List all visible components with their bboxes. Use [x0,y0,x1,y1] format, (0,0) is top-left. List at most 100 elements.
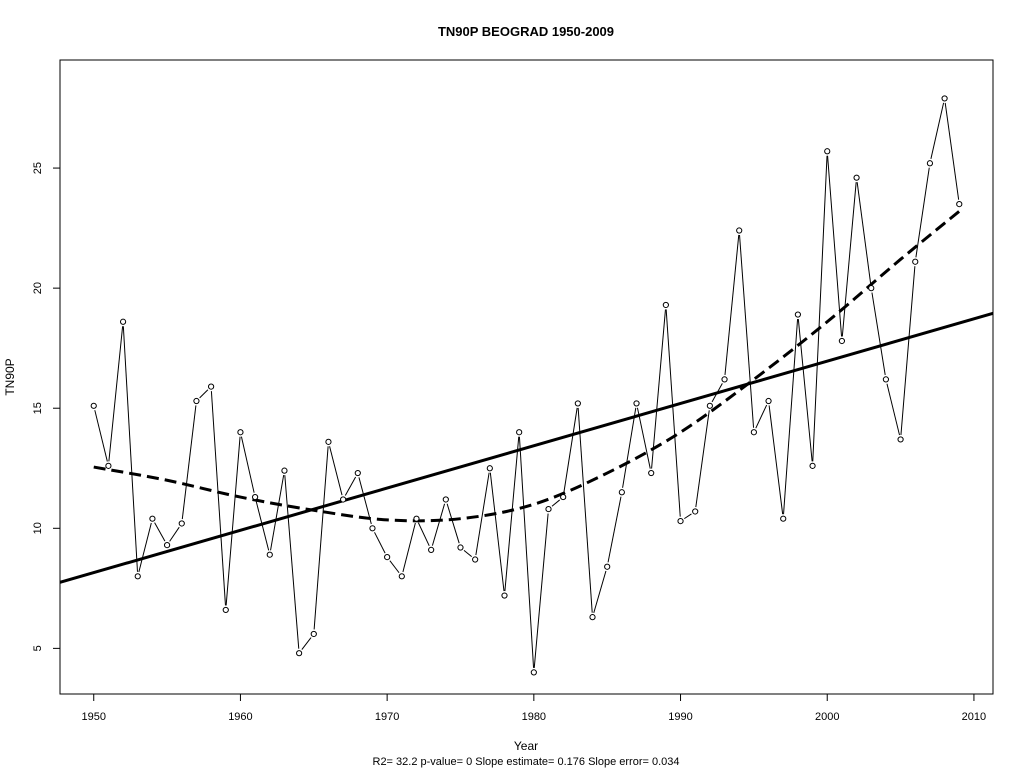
observed-segment [930,102,945,159]
chart-title: TN90P BEOGRAD 1950-2009 [438,24,614,39]
x-tick-label: 2000 [815,711,839,723]
observed-point [354,469,361,477]
observed-point [604,563,611,570]
observed-point [868,285,875,292]
observed-segment [755,404,768,429]
observed-segment [900,266,916,435]
observed-point [941,95,948,102]
series-layer [60,95,993,676]
observed-point [648,469,655,477]
observed-segment [199,389,209,399]
observed-segment [695,410,710,508]
y-tick-label: 10 [32,522,44,534]
observed-segment [301,637,312,650]
observed-segment [622,407,637,488]
observed-point [721,376,728,383]
x-tick-label: 1980 [522,711,546,723]
observed-segment [504,436,520,592]
observed-segment [313,446,329,630]
observed-point [340,496,347,503]
observed-point [163,542,171,549]
y-tick-label: 5 [32,645,44,651]
observed-point [384,554,391,561]
observed-point [897,436,904,443]
observed-point [926,160,934,167]
observed-point [398,573,405,580]
observed-point [736,227,743,234]
observed-point [956,200,963,208]
observed-segment [518,436,535,668]
observed-point [589,614,596,621]
observed-point [780,515,787,522]
observed-segment [108,326,124,462]
observed-segment [724,234,740,375]
observed-point [369,525,376,532]
observed-point [882,376,890,383]
observed-point [765,397,772,405]
observed-point [222,606,229,614]
y-tick-label: 20 [32,282,44,294]
observed-segment [827,155,843,337]
plot-frame [59,59,994,695]
observed-segment [270,475,285,551]
observed-point [193,397,200,405]
observed-point [442,496,449,503]
observed-point [574,400,581,407]
observed-segment [417,522,430,547]
observed-point [838,337,846,345]
x-axis-label: Year [514,739,538,753]
observed-point [105,462,112,469]
observed-point [662,301,669,309]
observed-point [428,546,435,554]
observed-point [325,438,332,445]
observed-point [119,318,127,325]
observed-segment [463,549,472,558]
observed-point [633,400,640,407]
observed-segment [255,501,270,551]
observed-point [178,520,185,527]
observed-segment [651,309,666,469]
x-tick-label: 2010 [962,711,986,723]
observed-segment [358,477,372,525]
observed-segment [915,167,930,258]
y-tick-label: 25 [32,162,44,174]
y-axis-label: TN90P [3,358,17,395]
observed-segment [871,292,886,376]
observed-point [530,669,537,676]
observed-segment [551,499,561,507]
observed-point [677,517,684,525]
observed-point [457,544,464,551]
observed-segment [533,513,549,668]
observed-segment [431,503,446,546]
observed-segment [665,309,681,517]
observed-point [618,489,625,496]
observed-segment [225,436,241,606]
observed-segment [284,475,300,649]
observed-segment [856,182,872,284]
observed-segment [122,326,138,572]
observed-point [281,467,288,474]
observed-point [149,515,156,522]
observed-segment [446,503,460,544]
observed-segment [636,407,651,469]
observed-point [134,573,141,580]
y-tick-label: 15 [32,402,44,414]
observed-segment [593,570,607,613]
observed-segment [944,102,960,200]
observed-point [90,402,97,409]
observed-segment [169,526,180,542]
observed-segment [577,407,593,613]
observed-point [252,493,259,501]
observed-segment [797,318,813,462]
observed-segment [344,476,357,496]
observed-segment [768,405,784,515]
observed-point [296,650,303,657]
observed-segment [374,532,386,554]
observed-segment [389,560,400,574]
observed-segment [886,383,900,436]
x-tick-label: 1990 [668,711,692,723]
observed-segment [402,522,416,573]
y-axis: 5 10 15 20 25 [32,162,60,651]
observed-point [706,402,713,409]
